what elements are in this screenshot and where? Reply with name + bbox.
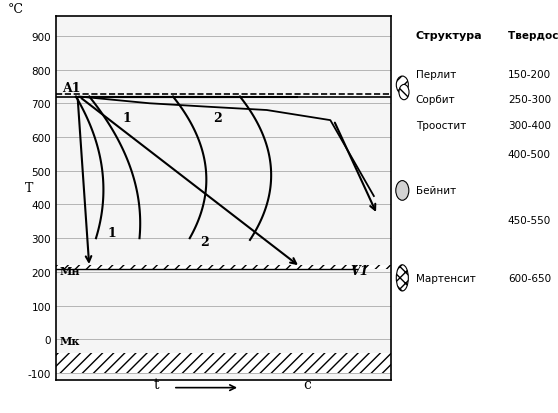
Text: Мартенсит: Мартенсит	[416, 273, 475, 283]
Text: 250-300: 250-300	[508, 95, 551, 105]
Text: V1: V1	[350, 264, 369, 277]
Text: °C: °C	[8, 3, 23, 16]
Text: 400-500: 400-500	[508, 150, 551, 159]
Bar	[56, 353, 391, 373]
Text: 450-550: 450-550	[508, 215, 551, 225]
Text: Троостит: Троостит	[416, 121, 466, 131]
Text: 600-650: 600-650	[508, 273, 551, 283]
Bar	[56, 266, 391, 269]
Text: 2: 2	[200, 235, 209, 248]
Text: T: T	[25, 182, 33, 195]
Ellipse shape	[396, 181, 409, 201]
Circle shape	[396, 265, 408, 291]
Text: c: c	[303, 377, 311, 392]
Text: 1: 1	[108, 226, 117, 239]
Text: Мк: Мк	[59, 336, 80, 347]
Text: Структура: Структура	[416, 31, 482, 41]
Text: 1: 1	[123, 112, 132, 124]
Text: Твердость, НВ: Твердость, НВ	[508, 31, 558, 41]
Text: 150-200: 150-200	[508, 70, 551, 80]
Text: Бейнит: Бейнит	[416, 186, 456, 196]
Text: A1: A1	[62, 82, 81, 95]
Text: 2: 2	[213, 112, 222, 124]
Text: Мн: Мн	[59, 265, 80, 276]
Ellipse shape	[399, 85, 409, 100]
Ellipse shape	[396, 77, 408, 94]
Text: Перлит: Перлит	[416, 70, 456, 80]
Text: 300-400: 300-400	[508, 121, 551, 131]
Text: Сорбит: Сорбит	[416, 95, 455, 105]
Text: t: t	[153, 377, 159, 392]
